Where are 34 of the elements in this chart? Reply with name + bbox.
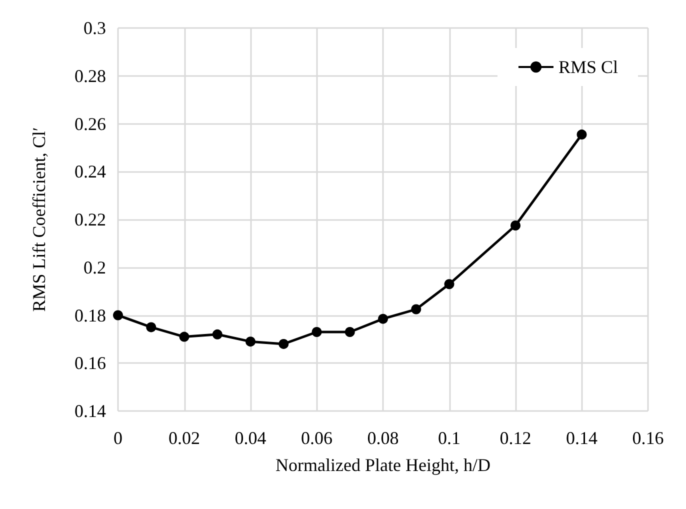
x-tick-label: 0.02	[168, 428, 200, 448]
y-tick-label: 0.2	[84, 257, 106, 278]
x-tick-label: 0.12	[500, 428, 532, 448]
y-tick-label: 0.22	[74, 210, 106, 230]
y-tick-label: 0.14	[74, 401, 106, 421]
x-tick-label: 0	[114, 428, 122, 448]
point	[444, 279, 454, 290]
point	[411, 304, 422, 314]
point	[312, 327, 322, 338]
point	[510, 220, 520, 230]
y-tick-label: 0.18	[74, 305, 106, 326]
y-axis-title: RMS Lift Coefficient, Cl′	[29, 127, 49, 312]
point	[378, 314, 388, 324]
point	[179, 332, 190, 342]
point	[113, 310, 123, 320]
point	[146, 322, 156, 332]
point	[246, 336, 256, 347]
point	[576, 130, 587, 140]
x-tick-label: 0.06	[301, 428, 332, 448]
x-tick-label: 0.14	[566, 428, 598, 448]
point	[344, 327, 355, 338]
legend-label: RMS Cl	[558, 57, 618, 77]
y-tick-label: 0.24	[74, 162, 106, 182]
point	[278, 338, 289, 349]
x-tick-label: 0.08	[367, 428, 399, 448]
y-tick-label: 0.26	[74, 114, 106, 134]
x-tick-label: 0.1	[438, 428, 460, 448]
y-tick-label: 0.28	[74, 66, 106, 86]
x-tick-label: 0.04	[234, 428, 266, 448]
y-tick-label: 0.16	[74, 353, 106, 374]
x-axis-title: Normalized Plate Height, h/D	[276, 455, 490, 475]
y-tick-label: 0.3	[84, 18, 106, 38]
x-tick-label: 0.16	[632, 428, 664, 448]
point	[212, 329, 222, 340]
